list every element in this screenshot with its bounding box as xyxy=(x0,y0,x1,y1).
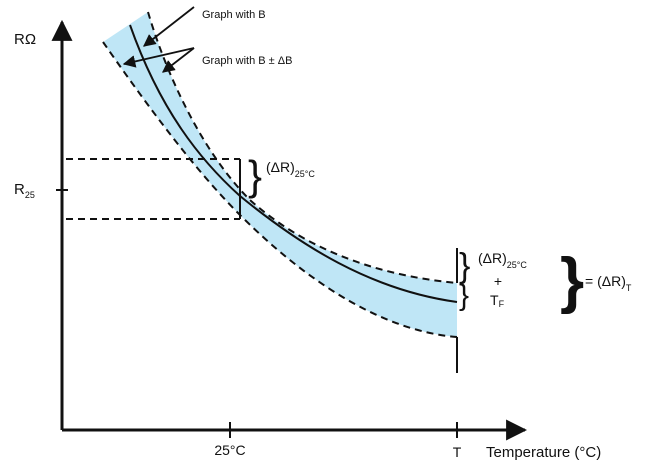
x-axis-label: Temperature (°C) xyxy=(486,444,601,461)
y-tick-sub: 25 xyxy=(25,190,35,200)
brace-delta-r25: } xyxy=(248,152,262,199)
tf-label: TF xyxy=(490,292,505,309)
x-tick-label-25c: 25°C xyxy=(214,442,245,458)
delta-r25-t-sub: 25°C xyxy=(507,260,528,270)
graph-b-label: Graph with B xyxy=(202,9,266,21)
arrow-graph-b xyxy=(143,6,195,47)
delta-r25-sub: 25°C xyxy=(295,169,316,179)
brace-delta-r25-t: } xyxy=(459,247,470,285)
y-tick-main: R xyxy=(14,181,25,198)
delta-r-t-label: = (ΔR)T xyxy=(585,273,632,293)
delta-r25-label: (ΔR)25°C xyxy=(266,159,315,179)
tolerance-band xyxy=(103,12,457,337)
brace-delta-r-t: } xyxy=(560,246,584,315)
delta-r25-t-main: (ΔR) xyxy=(478,250,507,266)
y-axis-label: RΩ xyxy=(14,31,36,48)
tf-main: T xyxy=(490,292,499,308)
x-tick-label-t: T xyxy=(453,444,462,460)
y-tick-label: R25 xyxy=(14,181,35,200)
delta-r25-t-label: (ΔR)25°C xyxy=(478,250,527,270)
tf-sub: F xyxy=(499,299,505,309)
delta-r-t-sub: T xyxy=(626,283,632,293)
arrow-graph-b-delta-1 xyxy=(122,47,195,68)
arrow-graph-b-delta-2 xyxy=(162,47,195,73)
plus-label: + xyxy=(494,273,502,289)
brace-tf: } xyxy=(459,279,469,312)
delta-r-t-main: = (ΔR) xyxy=(585,273,626,289)
upper-bound-curve xyxy=(147,11,458,284)
delta-r25-main: (ΔR) xyxy=(266,159,295,175)
graph-b-delta-label: Graph with B ± ΔB xyxy=(202,55,292,67)
